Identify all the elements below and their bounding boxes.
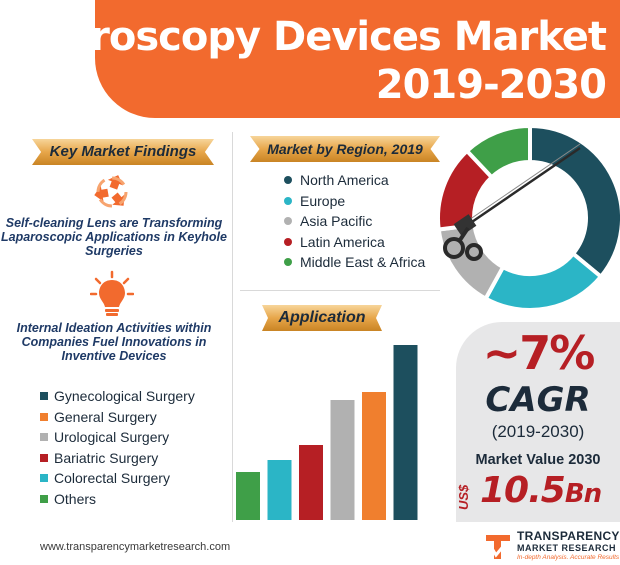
legend-swatch <box>40 412 48 421</box>
cagr-value: ~7% <box>482 326 596 380</box>
bar-gynecological-surgery <box>393 345 418 520</box>
donut-slice-middle-east-africa <box>464 123 532 181</box>
legend-item: Europe <box>284 191 425 212</box>
application-legend: Gynecological Surgery General Surgery Ur… <box>40 386 195 509</box>
key-market-findings-heading: Key Market Findings <box>32 139 214 165</box>
bar-colorectal-surgery <box>267 460 292 520</box>
finding-self-cleaning-lens: Self-cleaning Lens are Transforming Lapa… <box>1 216 227 258</box>
donut-slice-asia-pacific <box>436 222 506 302</box>
logo-text: TRANSPARENCY <box>517 529 620 543</box>
legend-label: Bariatric Surgery <box>54 449 159 466</box>
bar-bariatric-surgery <box>299 445 323 520</box>
legend-label: Latin America <box>300 233 385 250</box>
legend-item: North America <box>284 170 425 191</box>
market-value-suffix: Bn <box>564 479 602 509</box>
application-heading: Application <box>262 305 382 331</box>
legend-item: Colorectal Surgery <box>40 468 195 489</box>
legend-swatch <box>284 196 292 205</box>
legend-item: Latin America <box>284 232 425 253</box>
bar-others <box>236 472 260 520</box>
market-value-label: Market Value 2030 <box>475 452 601 468</box>
legend-swatch <box>284 258 292 267</box>
legend-swatch <box>284 176 292 185</box>
company-logo: TRANSPARENCY MARKET RESEARCH In-depth An… <box>484 527 620 565</box>
legend-item: Bariatric Surgery <box>40 448 195 469</box>
donut-slice-north-america <box>528 123 620 280</box>
legend-label: Middle East & Africa <box>300 254 426 271</box>
legend-swatch <box>284 237 292 246</box>
legend-swatch <box>284 217 292 226</box>
section-divider <box>232 132 233 522</box>
page-title-years: 2019-2030 <box>375 62 607 108</box>
legend-item: Middle East & Africa <box>284 252 425 273</box>
legend-item: Gynecological Surgery <box>40 386 195 407</box>
application-bar-chart <box>236 345 418 520</box>
legend-item: General Surgery <box>40 407 195 428</box>
legend-label: Asia Pacific <box>300 213 373 230</box>
legend-item: Urological Surgery <box>40 427 195 448</box>
legend-item: Asia Pacific <box>284 211 425 232</box>
logo-tagline: In-depth Analysis. Accurate Results <box>517 554 620 561</box>
cagr-period: (2019-2030) <box>491 422 585 441</box>
legend-label: Europe <box>300 192 346 209</box>
legend-swatch <box>40 392 48 401</box>
logo-subtext: MARKET RESEARCH <box>517 543 617 553</box>
legend-label: Colorectal Surgery <box>54 470 170 487</box>
logo-mark-icon <box>486 535 510 559</box>
footer-url[interactable]: www.transparencymarketresearch.com <box>40 541 231 553</box>
legend-swatch <box>40 453 48 462</box>
legend-label: Others <box>54 490 97 507</box>
laparoscope-illustration <box>443 143 581 261</box>
title-banner: Laparoscopy Devices Market 2019-2030 <box>0 0 620 118</box>
legend-label: General Surgery <box>54 408 157 425</box>
market-value-number: 10.5 <box>480 470 566 511</box>
region-donut-chart <box>436 123 620 312</box>
cagr-panel: ~7% CAGR (2019-2030) Market Value 2030 U… <box>456 322 620 522</box>
finding-internal-ideation: Internal Ideation Activities within Comp… <box>16 321 212 363</box>
legend-label: Gynecological Surgery <box>54 388 195 405</box>
bar-general-surgery <box>362 392 386 520</box>
legend-label: North America <box>300 172 389 189</box>
lightbulb-icon <box>90 270 134 316</box>
market-value: 10.5Bn <box>480 470 602 511</box>
region-legend: North America Europe Asia Pacific Latin … <box>284 170 425 273</box>
page-title: Laparoscopy Devices Market <box>0 14 607 60</box>
bar-urological-surgery <box>330 400 355 520</box>
cagr-label: CAGR <box>485 380 591 420</box>
legend-item: Others <box>40 489 195 510</box>
section-divider <box>240 290 440 291</box>
legend-swatch <box>40 433 48 442</box>
legend-swatch <box>40 494 48 503</box>
market-by-region-heading: Market by Region, 2019 <box>250 136 440 162</box>
donut-slice-europe <box>482 250 604 312</box>
recycle-icon <box>94 175 128 208</box>
legend-swatch <box>40 474 48 483</box>
legend-label: Urological Surgery <box>54 429 170 446</box>
